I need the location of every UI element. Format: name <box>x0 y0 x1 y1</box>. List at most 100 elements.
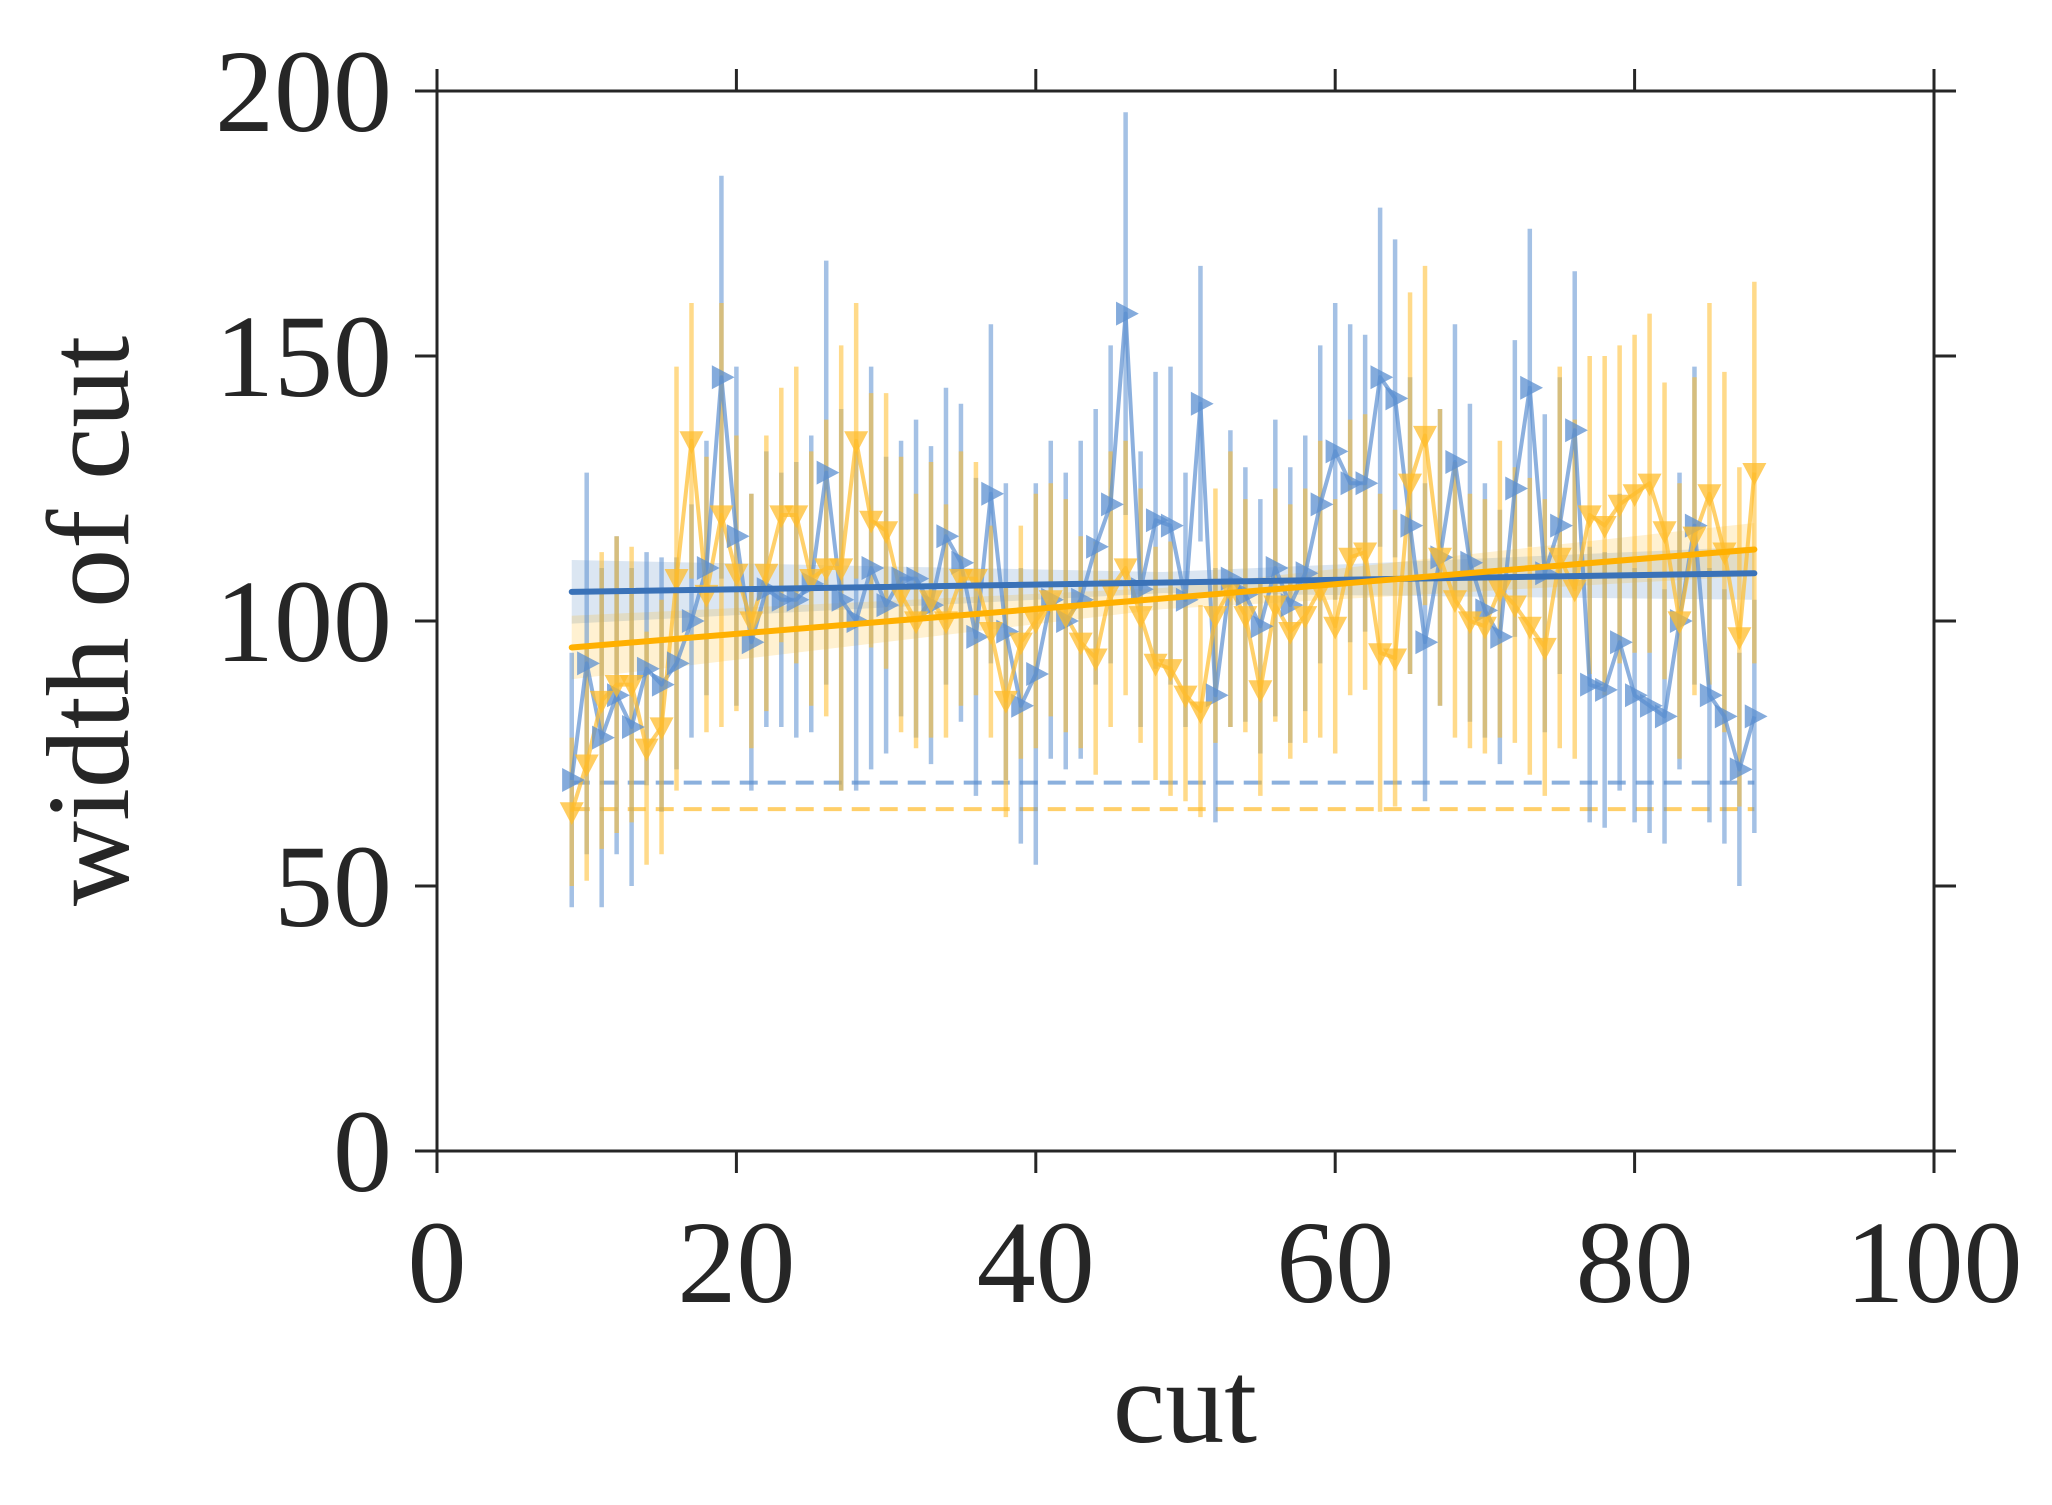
data-point <box>1460 550 1484 575</box>
data-point <box>844 431 869 454</box>
data-point <box>1472 616 1497 640</box>
data-point <box>1532 637 1557 661</box>
data-point <box>711 365 735 390</box>
data-point <box>1248 680 1273 704</box>
data-point <box>1595 677 1618 702</box>
data-point <box>831 587 855 612</box>
data-point <box>1592 516 1617 539</box>
data-point <box>1355 471 1379 496</box>
data-point <box>1654 704 1678 729</box>
x-tick-label: 100 <box>1846 1197 2023 1328</box>
data-point <box>1158 659 1183 682</box>
data-point <box>1727 627 1752 651</box>
data-point <box>1160 513 1184 538</box>
data-point <box>1625 683 1648 708</box>
data-point <box>1053 606 1078 629</box>
data-point <box>1278 622 1303 645</box>
data-point <box>966 624 990 649</box>
data-point <box>876 593 900 618</box>
data-point <box>993 690 1018 714</box>
data-point <box>1427 547 1452 571</box>
x-tick-label: 20 <box>677 1197 795 1328</box>
data-point <box>649 717 674 741</box>
data-point <box>1086 534 1109 559</box>
data-point <box>1729 757 1753 782</box>
data-point <box>592 725 615 750</box>
data-point <box>1400 513 1424 538</box>
data-point <box>1383 648 1408 672</box>
error-bars-layer <box>569 112 1757 908</box>
data-point <box>1008 632 1033 656</box>
y-tick-label: 200 <box>215 26 392 157</box>
data-point <box>666 651 690 676</box>
data-point <box>1639 693 1663 718</box>
data-point <box>1637 473 1662 497</box>
data-point <box>1520 375 1544 400</box>
data-point <box>754 563 779 587</box>
data-point <box>1370 365 1394 390</box>
data-point <box>1562 579 1587 603</box>
data-point <box>1398 473 1423 497</box>
data-point <box>664 569 689 592</box>
data-point <box>1175 587 1199 612</box>
data-point <box>919 590 944 613</box>
data-point <box>1233 606 1258 629</box>
data-point <box>651 672 675 697</box>
data-point <box>963 569 988 592</box>
data-point <box>1101 492 1124 517</box>
data-point <box>559 802 584 825</box>
data-point <box>709 505 734 529</box>
y-tick-label: 0 <box>333 1086 392 1217</box>
data-point <box>741 630 765 655</box>
data-point <box>1250 614 1274 639</box>
data-point <box>696 556 720 580</box>
data-point <box>1340 471 1364 496</box>
data-point <box>1265 556 1289 580</box>
markers-layer <box>559 301 1768 825</box>
data-point <box>1550 513 1573 538</box>
data-point <box>1116 301 1139 326</box>
data-point <box>1442 590 1467 613</box>
data-point <box>1744 704 1768 729</box>
data-point <box>996 619 1020 644</box>
data-point <box>1652 521 1677 545</box>
data-point <box>1128 606 1153 629</box>
data-point <box>1517 616 1542 640</box>
data-point <box>574 754 599 778</box>
data-point <box>724 563 749 587</box>
x-axis-label: cut <box>1113 1337 1257 1468</box>
baselines-layer <box>571 780 1755 812</box>
data-point <box>1699 683 1723 708</box>
data-point <box>799 569 824 592</box>
data-point <box>874 521 899 545</box>
data-point <box>1714 704 1738 729</box>
data-point <box>1682 526 1707 550</box>
data-point <box>1203 606 1228 629</box>
data-point <box>1353 542 1378 566</box>
data-point <box>1742 463 1767 486</box>
y-tick-label: 100 <box>215 556 392 687</box>
data-point <box>859 510 884 534</box>
data-point <box>1490 624 1514 649</box>
data-point <box>829 558 854 582</box>
data-point <box>1068 632 1093 656</box>
data-point <box>1445 450 1469 474</box>
data-point <box>1145 508 1169 533</box>
data-point <box>1190 391 1214 416</box>
data-point <box>1205 683 1229 708</box>
data-point <box>771 587 795 612</box>
data-point <box>1338 547 1363 571</box>
data-point <box>1667 611 1692 635</box>
data-point <box>981 481 1005 506</box>
data-point <box>1413 425 1438 449</box>
data-point <box>1607 494 1632 518</box>
y-axis-label: width of cut <box>23 336 154 906</box>
data-point <box>861 556 885 580</box>
y-tick-label: 150 <box>215 291 392 422</box>
data-point <box>636 656 660 681</box>
data-point <box>577 651 600 676</box>
data-point <box>1323 616 1348 640</box>
data-point <box>1577 505 1602 529</box>
data-point <box>1310 492 1334 517</box>
